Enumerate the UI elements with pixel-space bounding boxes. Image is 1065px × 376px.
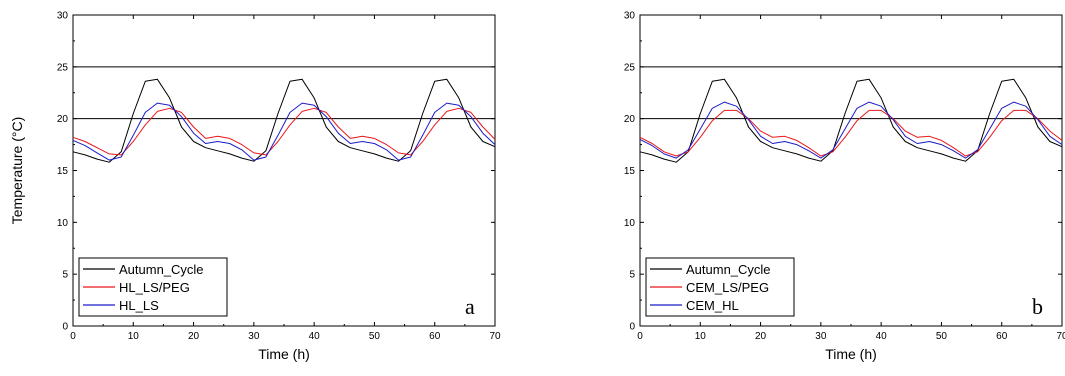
y-tick-label: 10 (57, 218, 69, 229)
y-tick-label: 5 (62, 270, 68, 281)
x-tick-label: 0 (637, 331, 643, 342)
x-tick-label: 20 (188, 331, 200, 342)
series-line-1 (72, 107, 496, 156)
x-tick-label: 10 (128, 331, 140, 342)
y-axis-title: Temperature (°C) (9, 117, 25, 225)
x-tick-label: 20 (755, 331, 767, 342)
series-line-1 (639, 109, 1063, 157)
y-tick-label: 0 (62, 322, 68, 333)
x-tick-label: 30 (815, 331, 827, 342)
x-tick-label: 10 (695, 331, 707, 342)
y-tick-label: 20 (57, 114, 69, 125)
panel-letter: b (1032, 294, 1043, 319)
x-tick-label: 40 (876, 331, 888, 342)
x-tick-label: 50 (936, 331, 948, 342)
y-tick-label: 15 (624, 166, 636, 177)
x-axis-title: Time (h) (258, 346, 310, 362)
x-tick-label: 70 (1056, 331, 1065, 342)
y-tick-label: 25 (57, 62, 69, 73)
legend-label-0: Autumn_Cycle (686, 262, 771, 277)
x-tick-label: 50 (369, 331, 381, 342)
series-line-2 (639, 101, 1063, 159)
series-line-0 (639, 78, 1063, 163)
x-axis-title: Time (h) (825, 346, 877, 362)
y-tick-label: 30 (57, 11, 69, 22)
x-tick-label: 60 (429, 331, 441, 342)
panel-b: 0 10 20 30 40 50 60 70 0 5 10 15 20 25 30 Time (h) Autum… (624, 11, 1065, 363)
x-tick-label: 70 (489, 331, 501, 342)
legend-label-2: HL_LS (119, 298, 159, 313)
y-tick-label: 20 (624, 114, 636, 125)
legend-label-1: CEM_LS/PEG (686, 280, 769, 295)
x-tick-label: 0 (70, 331, 76, 342)
y-tick-label: 15 (57, 166, 69, 177)
series-line-2 (72, 102, 496, 161)
y-tick-label: 10 (624, 218, 636, 229)
legend-label-2: CEM_HL (686, 298, 739, 313)
panel-a: 0 10 20 30 40 50 60 70 0 5 10 15 20 25 30 Time (h) Tempe… (9, 11, 501, 363)
panel-letter: a (465, 294, 475, 319)
x-tick-label: 40 (309, 331, 321, 342)
series-line-0 (72, 78, 496, 163)
y-tick-label: 5 (629, 270, 635, 281)
legend-label-0: Autumn_Cycle (119, 262, 204, 277)
y-tick-label: 25 (624, 62, 636, 73)
y-tick-label: 0 (629, 322, 635, 333)
x-tick-label: 30 (248, 331, 260, 342)
legend-label-1: HL_LS/PEG (119, 280, 190, 295)
x-tick-label: 60 (996, 331, 1008, 342)
y-tick-label: 30 (624, 11, 636, 22)
